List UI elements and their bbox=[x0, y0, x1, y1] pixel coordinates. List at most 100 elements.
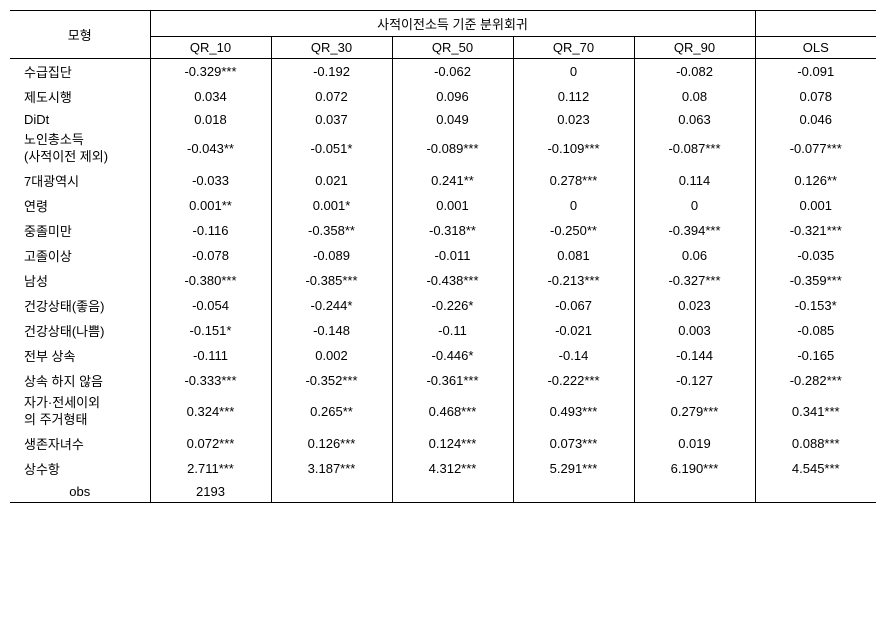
cell-value: 0 bbox=[634, 193, 755, 218]
cell-value: 0.018 bbox=[150, 109, 271, 130]
header-qr70: QR_70 bbox=[513, 37, 634, 59]
table-row: 자가·전세이외의 주거형태0.324***0.265**0.468***0.49… bbox=[10, 393, 876, 431]
cell-value: 3.187*** bbox=[271, 456, 392, 481]
row-label: 7대광역시 bbox=[10, 168, 150, 193]
row-label: 상속 하지 않음 bbox=[10, 368, 150, 393]
cell-value: 0.001 bbox=[392, 193, 513, 218]
cell-value: -0.062 bbox=[392, 59, 513, 85]
row-label: 남성 bbox=[10, 268, 150, 293]
table-row: 건강상태(좋음)-0.054-0.244*-0.226*-0.0670.023-… bbox=[10, 293, 876, 318]
table-row: 상속 하지 않음-0.333***-0.352***-0.361***-0.22… bbox=[10, 368, 876, 393]
header-group: 사적이전소득 기준 분위회귀 bbox=[150, 11, 755, 37]
cell-value: 0.072*** bbox=[150, 431, 271, 456]
empty-cell bbox=[634, 481, 755, 503]
table-row: DiDt0.0180.0370.0490.0230.0630.046 bbox=[10, 109, 876, 130]
cell-value: 4.545*** bbox=[755, 456, 876, 481]
empty-cell bbox=[513, 481, 634, 503]
cell-value: 0.324*** bbox=[150, 393, 271, 431]
cell-value: 0.002 bbox=[271, 343, 392, 368]
cell-value: -0.318** bbox=[392, 218, 513, 243]
header-qr50: QR_50 bbox=[392, 37, 513, 59]
row-label: 제도시행 bbox=[10, 84, 150, 109]
cell-value: -0.077*** bbox=[755, 130, 876, 168]
cell-value: 0.073*** bbox=[513, 431, 634, 456]
cell-value: -0.329*** bbox=[150, 59, 271, 85]
table-row: 고졸이상-0.078-0.089-0.0110.0810.06-0.035 bbox=[10, 243, 876, 268]
row-label: 생존자녀수 bbox=[10, 431, 150, 456]
cell-value: -0.213*** bbox=[513, 268, 634, 293]
cell-value: -0.165 bbox=[755, 343, 876, 368]
empty-cell bbox=[271, 481, 392, 503]
table-row: 노인총소득(사적이전 제외)-0.043**-0.051*-0.089***-0… bbox=[10, 130, 876, 168]
cell-value: -0.087*** bbox=[634, 130, 755, 168]
table-row: 제도시행0.0340.0720.0960.1120.080.078 bbox=[10, 84, 876, 109]
cell-value: -0.051* bbox=[271, 130, 392, 168]
obs-row: obs2193 bbox=[10, 481, 876, 503]
obs-value: 2193 bbox=[150, 481, 271, 503]
cell-value: 4.312*** bbox=[392, 456, 513, 481]
header-ols: OLS bbox=[755, 37, 876, 59]
cell-value: -0.192 bbox=[271, 59, 392, 85]
cell-value: -0.078 bbox=[150, 243, 271, 268]
header-empty bbox=[755, 11, 876, 37]
cell-value: 0.003 bbox=[634, 318, 755, 343]
cell-value: -0.222*** bbox=[513, 368, 634, 393]
cell-value: -0.358** bbox=[271, 218, 392, 243]
header-qr10: QR_10 bbox=[150, 37, 271, 59]
row-label: 수급집단 bbox=[10, 59, 150, 85]
cell-value: 0.08 bbox=[634, 84, 755, 109]
cell-value: 0.096 bbox=[392, 84, 513, 109]
cell-value: -0.327*** bbox=[634, 268, 755, 293]
cell-value: 0.037 bbox=[271, 109, 392, 130]
cell-value: -0.385*** bbox=[271, 268, 392, 293]
table-row: 건강상태(나쁨)-0.151*-0.148-0.11-0.0210.003-0.… bbox=[10, 318, 876, 343]
cell-value: 2.711*** bbox=[150, 456, 271, 481]
table-row: 전부 상속-0.1110.002-0.446*-0.14-0.144-0.165 bbox=[10, 343, 876, 368]
cell-value: 0.001 bbox=[755, 193, 876, 218]
cell-value: -0.011 bbox=[392, 243, 513, 268]
cell-value: -0.091 bbox=[755, 59, 876, 85]
cell-value: 0.049 bbox=[392, 109, 513, 130]
cell-value: -0.085 bbox=[755, 318, 876, 343]
table-row: 상수항2.711***3.187***4.312***5.291***6.190… bbox=[10, 456, 876, 481]
table-row: 남성-0.380***-0.385***-0.438***-0.213***-0… bbox=[10, 268, 876, 293]
cell-value: 0 bbox=[513, 59, 634, 85]
cell-value: 0.063 bbox=[634, 109, 755, 130]
cell-value: -0.446* bbox=[392, 343, 513, 368]
cell-value: 0.034 bbox=[150, 84, 271, 109]
cell-value: 0.265** bbox=[271, 393, 392, 431]
table-row: 중졸미만-0.116-0.358**-0.318**-0.250**-0.394… bbox=[10, 218, 876, 243]
row-label: 중졸미만 bbox=[10, 218, 150, 243]
cell-value: -0.148 bbox=[271, 318, 392, 343]
empty-cell bbox=[755, 481, 876, 503]
cell-value: 0.126*** bbox=[271, 431, 392, 456]
cell-value: 0.021 bbox=[271, 168, 392, 193]
row-label: 자가·전세이외의 주거형태 bbox=[10, 393, 150, 431]
cell-value: -0.033 bbox=[150, 168, 271, 193]
cell-value: 0.06 bbox=[634, 243, 755, 268]
cell-value: 0.001** bbox=[150, 193, 271, 218]
row-label: 건강상태(나쁨) bbox=[10, 318, 150, 343]
cell-value: -0.14 bbox=[513, 343, 634, 368]
row-label: DiDt bbox=[10, 109, 150, 130]
cell-value: 0.081 bbox=[513, 243, 634, 268]
regression-table: 모형 사적이전소득 기준 분위회귀 QR_10 QR_30 QR_50 QR_7… bbox=[10, 10, 876, 503]
cell-value: 6.190*** bbox=[634, 456, 755, 481]
cell-value: 0.126** bbox=[755, 168, 876, 193]
cell-value: -0.438*** bbox=[392, 268, 513, 293]
cell-value: 0.023 bbox=[513, 109, 634, 130]
table-row: 수급집단-0.329***-0.192-0.0620-0.082-0.091 bbox=[10, 59, 876, 85]
cell-value: 0.124*** bbox=[392, 431, 513, 456]
cell-value: -0.111 bbox=[150, 343, 271, 368]
obs-label: obs bbox=[10, 481, 150, 503]
header-model: 모형 bbox=[10, 11, 150, 59]
cell-value: -0.226* bbox=[392, 293, 513, 318]
row-label: 상수항 bbox=[10, 456, 150, 481]
empty-cell bbox=[392, 481, 513, 503]
cell-value: -0.082 bbox=[634, 59, 755, 85]
row-label: 건강상태(좋음) bbox=[10, 293, 150, 318]
cell-value: -0.043** bbox=[150, 130, 271, 168]
cell-value: 0.278*** bbox=[513, 168, 634, 193]
header-qr90: QR_90 bbox=[634, 37, 755, 59]
cell-value: -0.394*** bbox=[634, 218, 755, 243]
